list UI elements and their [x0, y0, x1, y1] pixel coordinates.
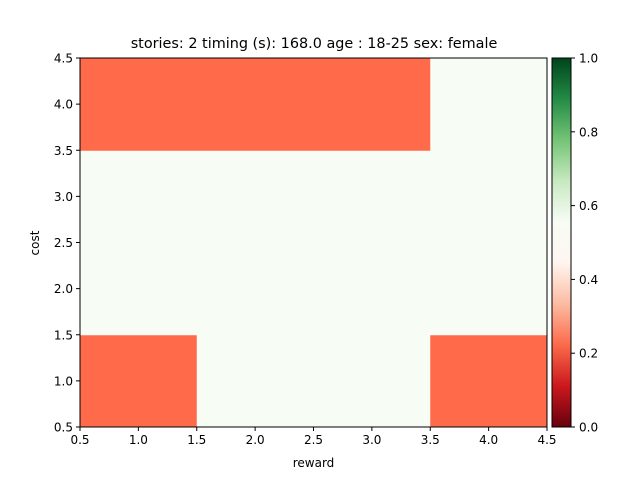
heatmap-cell-r1-c2	[196, 334, 314, 428]
heatmap-cell-r2-c3	[313, 242, 431, 336]
x-tick-label: 4.5	[537, 433, 556, 447]
x-tick-label: 3.0	[362, 433, 381, 447]
y-tick-label: 2.5	[54, 236, 73, 250]
heatmap-cell-r1-c1	[80, 334, 198, 428]
heatmap-cell-r2-c1	[80, 242, 198, 336]
colorbar-tick-label: 0.0	[579, 421, 598, 435]
y-tick-label: 0.5	[54, 421, 73, 435]
colorbar-tick-label: 0.2	[579, 347, 598, 361]
heatmap-cell-r2-c2	[196, 242, 314, 336]
colorbar: 0.0 0.2 0.4 0.6 0.8 1.0	[551, 52, 598, 435]
heatmap-cell-r1-c3	[313, 334, 431, 428]
x-tick-label: 0.5	[70, 433, 89, 447]
heatmap-cell-r4-c4	[430, 58, 548, 151]
heatmap-cell-r3-c4	[430, 150, 548, 243]
heatmap-cell-r4-c2	[196, 58, 314, 151]
heatmap-cell-r3-c3	[313, 150, 431, 243]
colorbar-gradient	[551, 57, 572, 428]
colorbar-tick-label: 0.6	[579, 199, 598, 213]
y-tick-label: 4.5	[54, 52, 73, 66]
x-tick-label: 1.5	[187, 433, 206, 447]
x-tick-label: 2.5	[304, 433, 323, 447]
x-tick-label: 1.0	[129, 433, 148, 447]
heatmap-cell-r3-c1	[80, 150, 198, 243]
y-tick-label: 1.5	[54, 328, 73, 342]
x-tick-label: 4.0	[479, 433, 498, 447]
y-axis-ticks: 0.5 1.0 1.5 2.0 2.5 3.0 3.5 4.0 4.5	[54, 52, 80, 435]
heatmap-cell-r3-c2	[196, 150, 314, 243]
colorbar-tick-label: 0.8	[579, 125, 598, 139]
heatmap-cells	[80, 58, 548, 428]
y-tick-label: 2.0	[54, 282, 73, 296]
colorbar-tick-label: 1.0	[579, 52, 598, 66]
x-tick-label: 2.0	[246, 433, 265, 447]
heatmap-cell-r2-c4	[430, 242, 548, 336]
x-axis-label: reward	[293, 456, 335, 470]
y-tick-label: 4.0	[54, 98, 73, 112]
colorbar-tick-label: 0.4	[579, 273, 598, 287]
y-tick-label: 3.5	[54, 144, 73, 158]
heatmap-cell-r4-c3	[313, 58, 431, 151]
y-tick-label: 1.0	[54, 374, 73, 388]
x-axis-ticks: 0.5 1.0 1.5 2.0 2.5 3.0 3.5 4.0 4.5	[70, 427, 557, 447]
y-axis-label: cost	[28, 230, 42, 255]
chart-title: stories: 2 timing (s): 168.0 age : 18-25…	[131, 36, 498, 52]
heatmap-cell-r4-c1	[80, 58, 198, 151]
y-tick-label: 3.0	[54, 190, 73, 204]
x-tick-label: 3.5	[421, 433, 440, 447]
heatmap-cell-r1-c4	[430, 334, 548, 428]
